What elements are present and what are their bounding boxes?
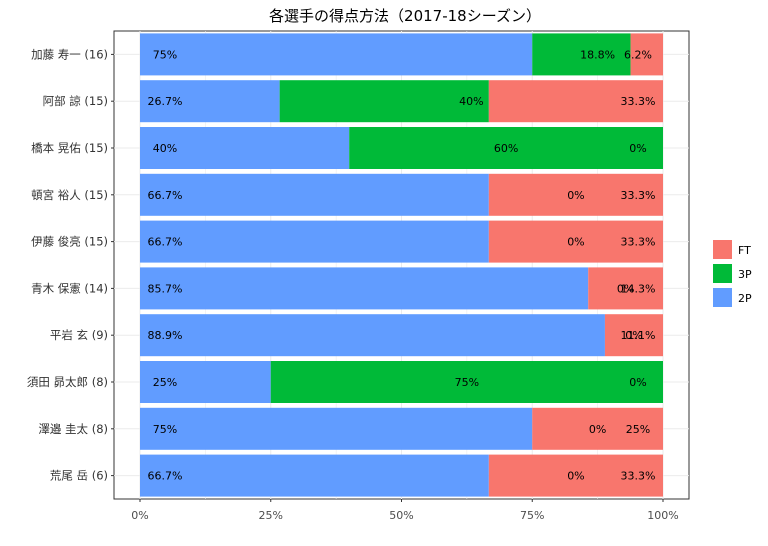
y-axis-labels: 加藤 寿一 (16) 阿部 諒 (15) 橋本 晃佑 (15) 頓宮 裕人 (15) 伊…	[27, 47, 114, 483]
bar-segment-ft	[488, 454, 663, 497]
legend-key-3p	[713, 264, 732, 283]
bar-segment-ft	[630, 33, 663, 76]
x-tick-label: 50%	[389, 509, 413, 522]
bar-segment-2p	[140, 314, 605, 357]
bar-segment-3p	[279, 80, 489, 123]
bar-segment-2p	[140, 267, 589, 310]
data-label-ft: 33.3%	[621, 189, 656, 202]
data-label-3p: 0%	[567, 189, 584, 202]
x-axis-labels: 0% 25% 50% 75% 100%	[131, 499, 679, 522]
legend-label-ft: FT	[738, 244, 751, 257]
data-label-3p: 0%	[567, 236, 584, 249]
legend-key-2p	[713, 288, 732, 307]
y-tick-label: 須田 昴太郎 (8)	[27, 375, 108, 389]
y-tick-label: 橋本 晃佑 (15)	[31, 141, 108, 155]
data-label-2p: 75%	[153, 48, 177, 61]
legend-label-3p: 3P	[738, 268, 752, 281]
y-tick-label: 澤邉 圭太 (8)	[38, 422, 108, 436]
bar-segment-3p	[532, 33, 631, 76]
data-label-3p: 0%	[567, 470, 584, 483]
legend-label-2p: 2P	[738, 292, 752, 305]
data-label-ft: 25%	[626, 423, 650, 436]
y-tick-label: 頓宮 裕人 (15)	[31, 188, 108, 202]
y-tick-label: 阿部 諒 (15)	[43, 94, 108, 108]
data-label-ft: 33.3%	[621, 95, 656, 108]
data-label-2p: 85.7%	[148, 282, 183, 295]
bar-segment-ft	[488, 220, 663, 263]
legend: FT 3P 2P	[713, 240, 752, 307]
bar-segment-3p	[349, 127, 663, 169]
bar-segment-ft	[532, 407, 663, 450]
data-label-ft: 0%	[629, 142, 646, 155]
x-tick-label: 0%	[131, 509, 148, 522]
y-tick-label: 荒尾 岳 (6)	[50, 469, 108, 483]
data-label-2p: 25%	[153, 376, 177, 389]
data-label-3p: 75%	[455, 376, 479, 389]
data-label-3p: 0%	[589, 423, 606, 436]
data-label-2p: 66.7%	[148, 470, 183, 483]
bar-segment-2p	[140, 454, 489, 497]
data-label-ft: 33.3%	[621, 470, 656, 483]
data-label-2p: 26.7%	[148, 95, 183, 108]
y-tick-label: 青木 保憲 (14)	[31, 281, 108, 295]
bar-segment-2p	[140, 220, 489, 263]
bar-segment-ft	[604, 314, 663, 357]
data-label-3p: 0%	[625, 329, 642, 342]
bar-segment-2p	[140, 173, 489, 216]
bar-segment-2p	[140, 127, 350, 169]
data-label-3p: 60%	[494, 142, 518, 155]
bar-segment-2p	[140, 361, 271, 403]
data-label-2p: 66.7%	[148, 189, 183, 202]
y-tick-label: 加藤 寿一 (16)	[31, 47, 108, 61]
data-label-3p: 0%	[617, 282, 634, 295]
bar-segment-2p	[140, 407, 533, 450]
data-label-3p: 40%	[459, 95, 483, 108]
x-tick-label: 75%	[520, 509, 544, 522]
data-label-ft: 11.1%	[621, 329, 656, 342]
legend-key-ft	[713, 240, 732, 259]
y-tick-label: 伊藤 俊亮 (15)	[31, 235, 108, 249]
chart-title: 各選手の得点方法（2017-18シーズン）	[269, 7, 541, 25]
data-label-2p: 88.9%	[148, 329, 183, 342]
bar-segment-ft	[488, 80, 663, 123]
bars: 75% 18.8% 6.2% 26.7% 40% 33.3% 40% 60% 0% 66.7% 0%…	[140, 33, 663, 497]
data-label-ft: 14.3%	[621, 282, 656, 295]
data-label-ft: 33.3%	[621, 236, 656, 249]
bar-segment-3p	[270, 361, 663, 403]
bar-segment-ft	[488, 173, 663, 216]
x-tick-label: 25%	[259, 509, 283, 522]
x-tick-label: 100%	[647, 509, 678, 522]
data-label-2p: 40%	[153, 142, 177, 155]
data-label-ft: 6.2%	[624, 48, 652, 61]
bar-segment-2p	[140, 33, 533, 76]
bar-segment-2p	[140, 80, 280, 123]
data-label-ft: 0%	[629, 376, 646, 389]
data-label-2p: 66.7%	[148, 236, 183, 249]
y-tick-label: 平岩 玄 (9)	[50, 328, 108, 342]
data-label-2p: 75%	[153, 423, 177, 436]
data-label-3p: 18.8%	[580, 48, 615, 61]
bar-segment-ft	[588, 267, 663, 310]
